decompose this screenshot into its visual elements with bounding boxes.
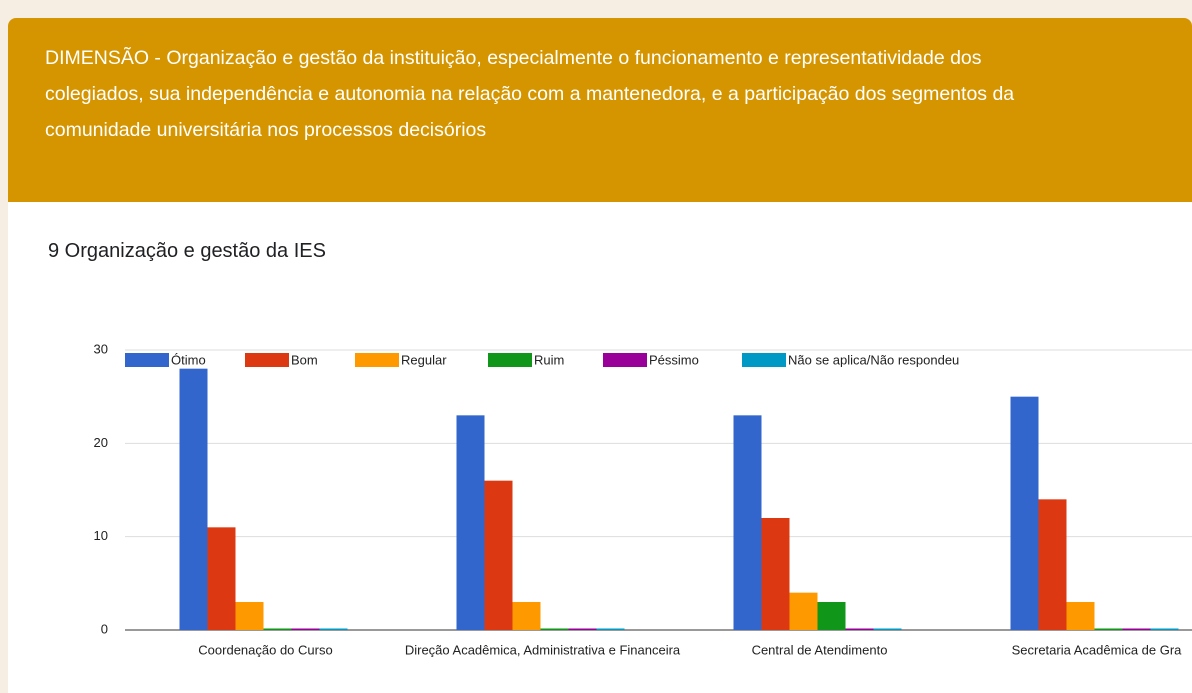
bar xyxy=(1038,499,1067,630)
legend-swatch xyxy=(488,353,532,367)
bar xyxy=(484,480,513,630)
bar xyxy=(319,628,348,630)
legend-label: Péssimo xyxy=(649,352,699,367)
bar xyxy=(291,628,320,630)
bar xyxy=(1010,396,1039,630)
section-title: DIMENSÃO - Organização e gestão da insti… xyxy=(45,47,1015,141)
question-title: 9 Organização e gestão da IES xyxy=(48,240,326,262)
bar xyxy=(845,628,874,630)
bar xyxy=(817,602,846,630)
legend-label: Ótimo xyxy=(171,352,206,367)
bar xyxy=(207,527,236,630)
x-tick-label: Coordenação do Curso xyxy=(198,642,332,657)
bar xyxy=(761,518,790,630)
legend-label: Bom xyxy=(291,352,318,367)
bar xyxy=(235,602,264,630)
legend-swatch xyxy=(603,353,647,367)
bar xyxy=(263,628,292,630)
legend-swatch xyxy=(125,353,169,367)
bar xyxy=(179,368,208,630)
bar xyxy=(456,415,485,630)
bar xyxy=(1150,628,1179,630)
x-tick-label: Direção Acadêmica, Administrativa e Fina… xyxy=(405,642,681,657)
y-tick-label: 0 xyxy=(101,621,108,636)
legend-label: Ruim xyxy=(534,352,564,367)
bar xyxy=(789,592,818,630)
legend-label: Não se aplica/Não respondeu xyxy=(788,352,959,367)
legend-swatch xyxy=(355,353,399,367)
bar xyxy=(1122,628,1151,630)
bar xyxy=(596,628,625,630)
legend-label: Regular xyxy=(401,352,447,367)
legend-swatch xyxy=(742,353,786,367)
section-header: DIMENSÃO - Organização e gestão da insti… xyxy=(8,18,1192,202)
bar xyxy=(1094,628,1123,630)
bar xyxy=(540,628,569,630)
y-tick-label: 10 xyxy=(94,528,108,543)
legend-swatch xyxy=(245,353,289,367)
bar xyxy=(568,628,597,630)
bar xyxy=(512,602,541,630)
y-tick-label: 20 xyxy=(94,435,108,450)
bar xyxy=(1066,602,1095,630)
x-tick-label: Central de Atendimento xyxy=(752,642,888,657)
bar xyxy=(733,415,762,630)
bar xyxy=(873,628,902,630)
x-tick-label: Secretaria Acadêmica de Gra xyxy=(1012,642,1183,657)
y-tick-label: 30 xyxy=(94,341,108,356)
